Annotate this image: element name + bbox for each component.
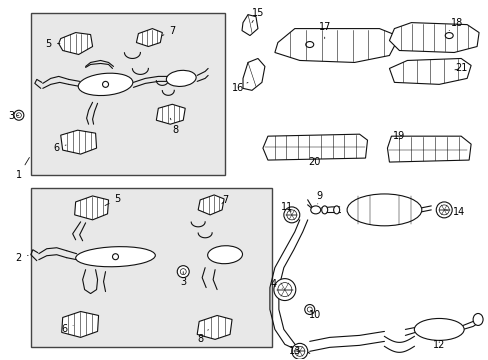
Polygon shape [75, 196, 108, 220]
Text: 19: 19 [392, 131, 405, 141]
Circle shape [14, 110, 24, 120]
Text: 18: 18 [448, 18, 462, 31]
Text: 11: 11 [280, 202, 292, 212]
Circle shape [273, 279, 295, 301]
Text: 3: 3 [8, 111, 19, 121]
Text: 10: 10 [308, 310, 320, 320]
Polygon shape [197, 315, 232, 339]
Circle shape [306, 307, 312, 312]
Bar [31, 13, 224, 175]
Circle shape [304, 305, 314, 315]
Ellipse shape [413, 319, 463, 340]
Ellipse shape [112, 254, 118, 260]
Ellipse shape [472, 314, 482, 325]
Text: 6: 6 [61, 324, 73, 334]
Polygon shape [61, 311, 99, 337]
Text: 14: 14 [444, 207, 465, 217]
Polygon shape [388, 23, 478, 53]
Bar [31, 188, 271, 347]
Text: 20: 20 [308, 157, 320, 167]
Text: 5: 5 [45, 39, 60, 49]
Polygon shape [243, 58, 264, 90]
Text: 9: 9 [316, 191, 322, 204]
Text: 15: 15 [251, 8, 264, 23]
Circle shape [180, 269, 186, 275]
Ellipse shape [166, 70, 196, 86]
Polygon shape [274, 28, 399, 62]
Circle shape [17, 113, 21, 118]
Text: 6: 6 [54, 143, 66, 153]
Polygon shape [136, 28, 162, 46]
Ellipse shape [444, 32, 452, 39]
Text: 4: 4 [270, 279, 282, 289]
Circle shape [286, 210, 296, 220]
Text: 12: 12 [432, 340, 445, 350]
Circle shape [438, 205, 448, 215]
Ellipse shape [321, 206, 327, 214]
Polygon shape [388, 58, 470, 84]
Circle shape [435, 202, 451, 218]
Text: 7: 7 [162, 26, 175, 36]
Ellipse shape [78, 73, 133, 95]
Text: 7: 7 [222, 195, 228, 205]
Polygon shape [242, 15, 258, 36]
Ellipse shape [346, 194, 421, 226]
Text: 21: 21 [454, 63, 467, 73]
Polygon shape [386, 136, 470, 162]
Circle shape [291, 343, 307, 359]
Ellipse shape [76, 247, 155, 267]
Polygon shape [59, 32, 92, 54]
Text: 5: 5 [105, 194, 121, 206]
Text: 13: 13 [288, 346, 300, 356]
Ellipse shape [333, 206, 339, 214]
Text: 17: 17 [318, 22, 330, 39]
Text: 16: 16 [231, 82, 247, 93]
Text: 3: 3 [180, 272, 186, 287]
Circle shape [294, 346, 304, 356]
Ellipse shape [310, 206, 320, 214]
Polygon shape [61, 130, 96, 154]
Text: 8: 8 [170, 118, 178, 135]
Text: 2: 2 [16, 253, 28, 263]
Circle shape [283, 207, 299, 223]
Circle shape [277, 283, 291, 297]
Text: 1: 1 [16, 157, 29, 180]
Polygon shape [263, 134, 367, 160]
Polygon shape [198, 195, 224, 215]
Circle shape [177, 266, 189, 278]
Ellipse shape [102, 81, 108, 87]
Text: 8: 8 [197, 329, 208, 345]
Polygon shape [156, 104, 185, 124]
Ellipse shape [305, 41, 313, 48]
Ellipse shape [207, 246, 242, 264]
